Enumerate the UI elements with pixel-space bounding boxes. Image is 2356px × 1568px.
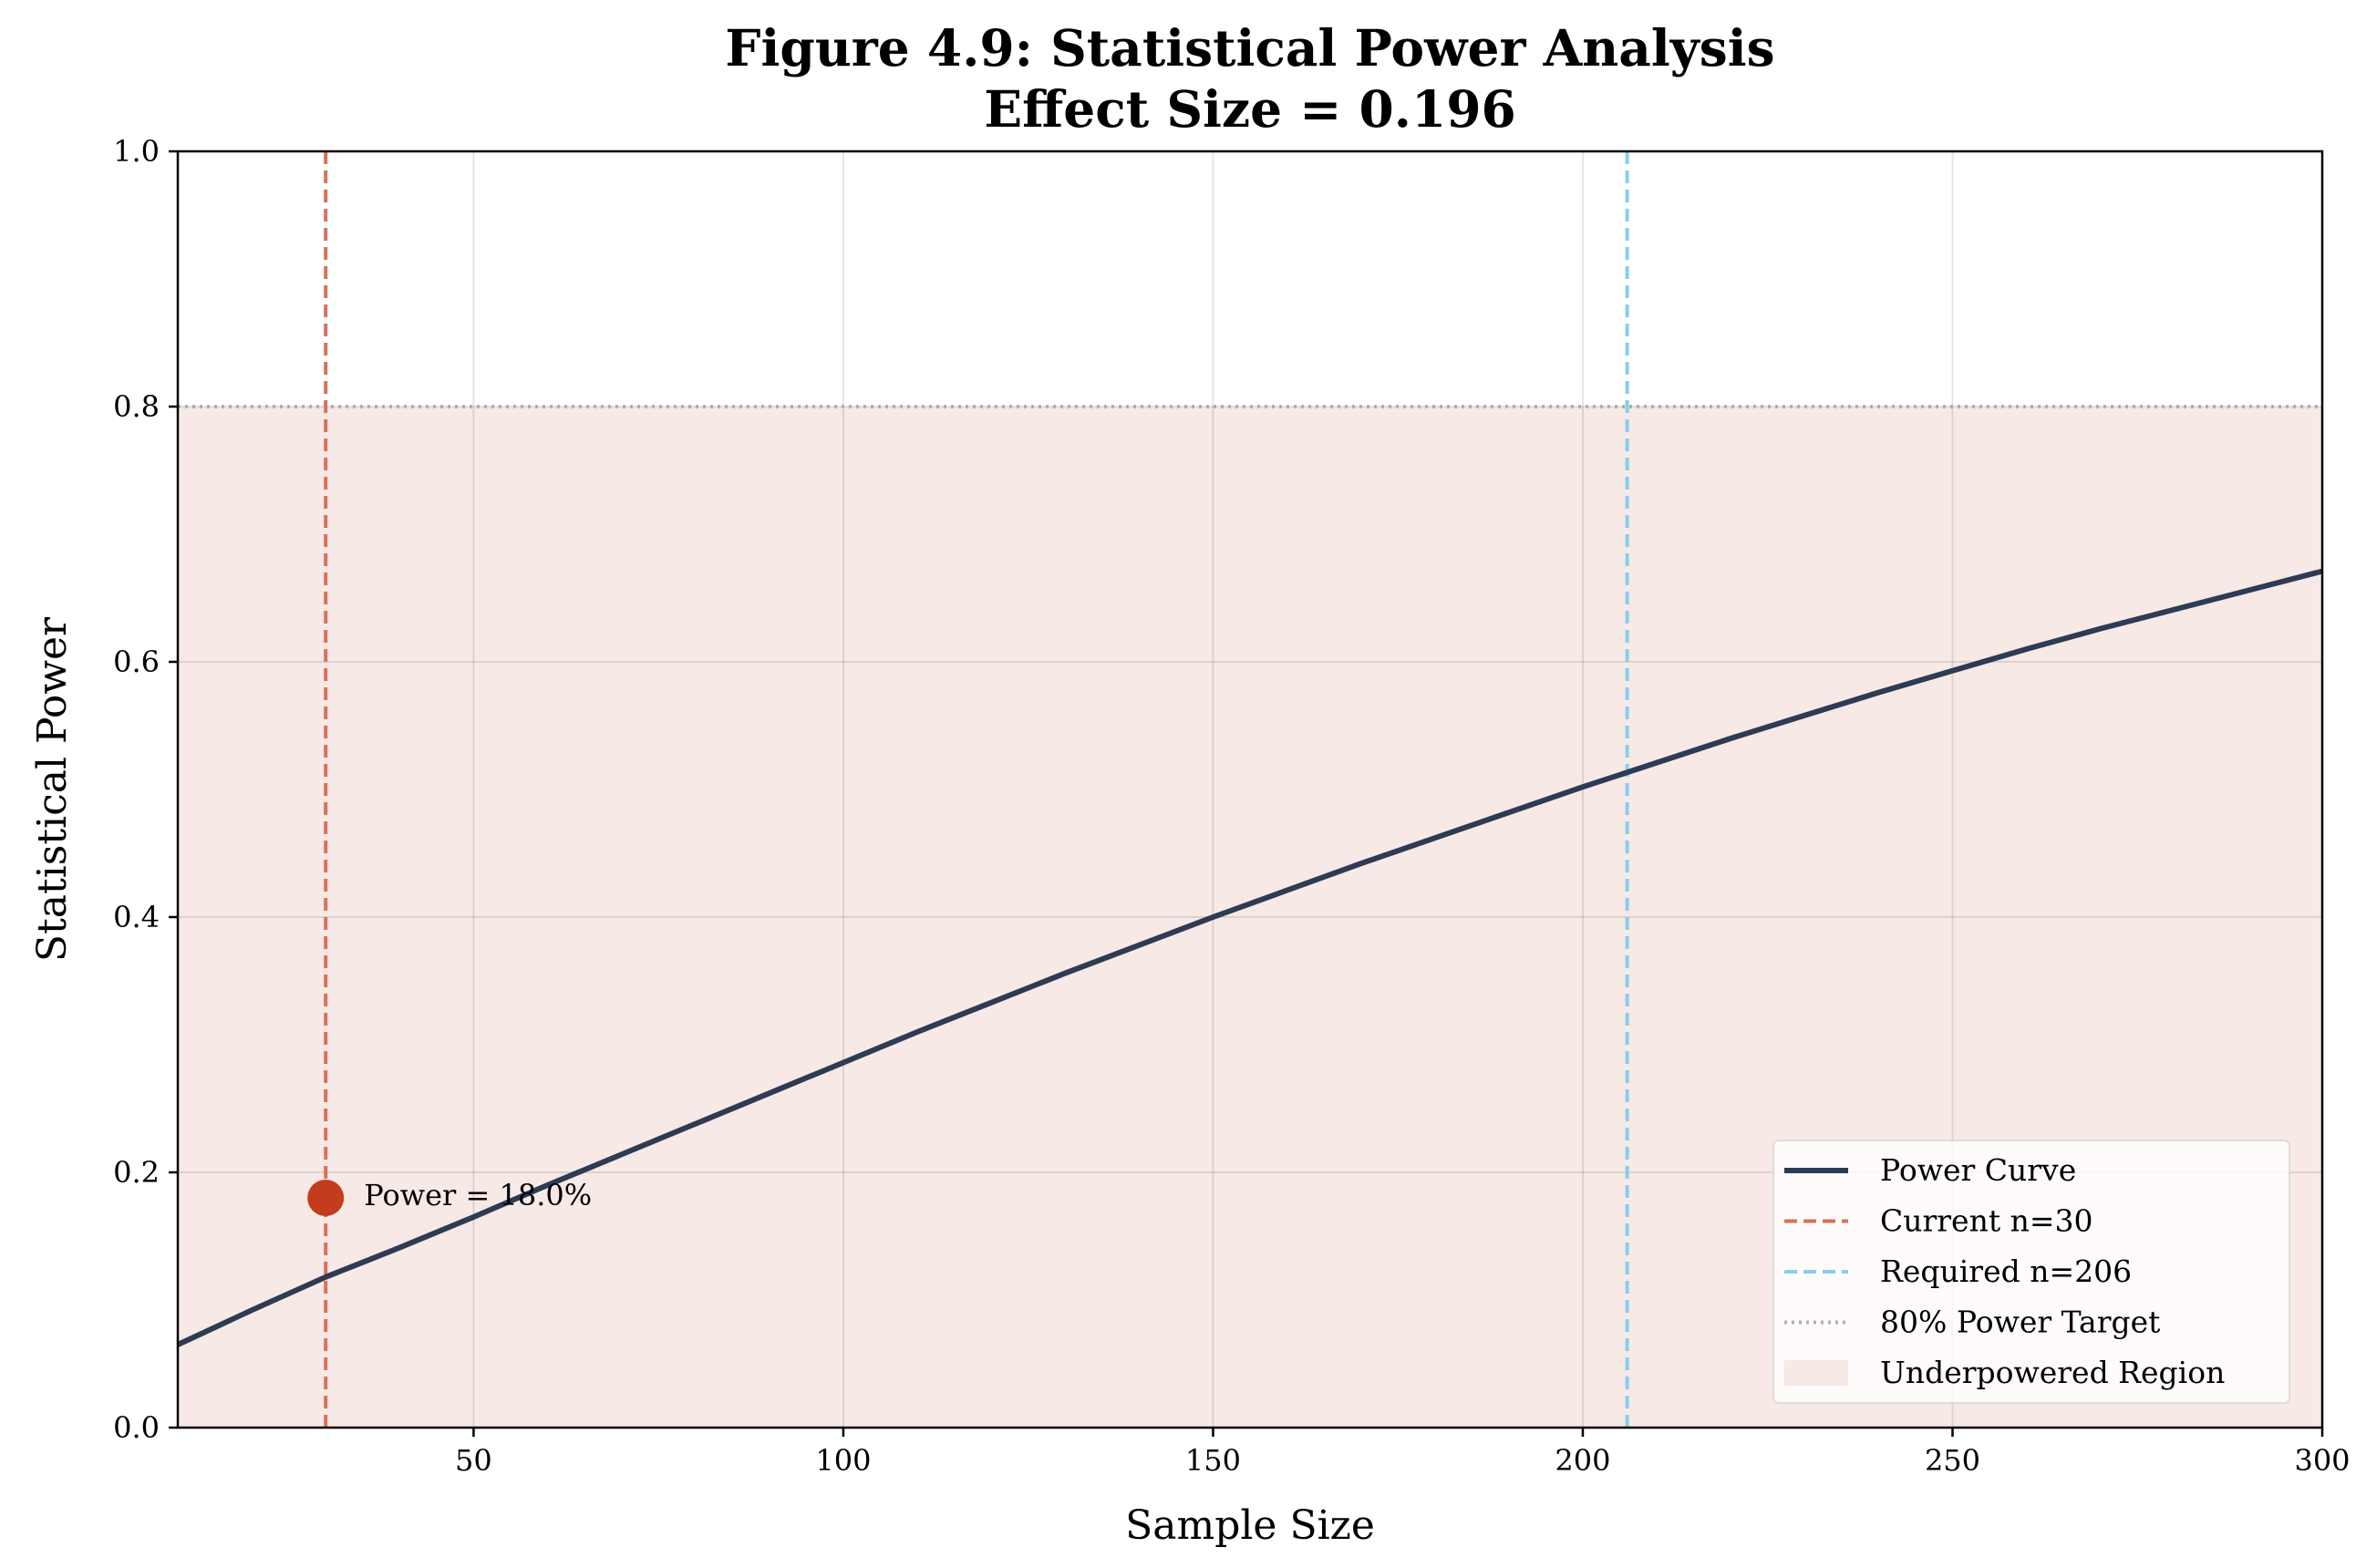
y-tick-label-1.0: 1.0	[113, 134, 160, 169]
x-tick-label-300: 300	[2294, 1443, 2350, 1478]
marker-layer	[307, 1180, 345, 1216]
y-tick-label-0.2: 0.2	[113, 1155, 160, 1190]
legend-label-current-n: Current n=30	[1880, 1203, 2092, 1239]
current-power-marker	[307, 1180, 345, 1216]
legend-swatch-underpowered-region	[1784, 1360, 1848, 1386]
legend: Power Curve Current n=30 Required n=206 …	[1772, 1140, 2290, 1404]
y-tick-label-0.4: 0.4	[113, 900, 160, 934]
x-tick-label-50: 50	[455, 1443, 492, 1478]
chart-title: Figure 4.9: Statistical Power Analysis	[725, 18, 1774, 77]
series-layer	[176, 568, 2323, 1347]
legend-label-power-target: 80% Power Target	[1880, 1305, 2160, 1340]
x-tick-label-200: 200	[1555, 1443, 1610, 1478]
legend-label-underpowered-region: Underpowered Region	[1880, 1355, 2225, 1390]
tick-layer: 50 100 150 200 250 300 0.0 0.2 0.4 0.6 0.8 1.0	[113, 134, 2350, 1478]
legend-box	[1772, 1140, 2290, 1404]
x-tick-label-250: 250	[1925, 1443, 1980, 1478]
y-axis-label: Statistical Power	[29, 616, 76, 962]
y-tick-label-0.0: 0.0	[113, 1410, 160, 1445]
x-tick-label-100: 100	[815, 1443, 871, 1478]
legend-label-power-curve: Power Curve	[1880, 1152, 2076, 1188]
chart-subtitle: Effect Size = 0.196	[984, 79, 1516, 139]
y-tick-label-0.6: 0.6	[113, 645, 160, 679]
plot-frame	[176, 150, 2324, 1429]
y-tick-label-0.8: 0.8	[113, 389, 160, 424]
legend-label-required-n: Required n=206	[1880, 1253, 2132, 1289]
power-curve-line	[176, 568, 2323, 1347]
power-annotation: Power = 18.0%	[364, 1178, 592, 1212]
x-tick-label-150: 150	[1185, 1443, 1241, 1478]
x-axis-label: Sample Size	[1125, 1502, 1375, 1549]
